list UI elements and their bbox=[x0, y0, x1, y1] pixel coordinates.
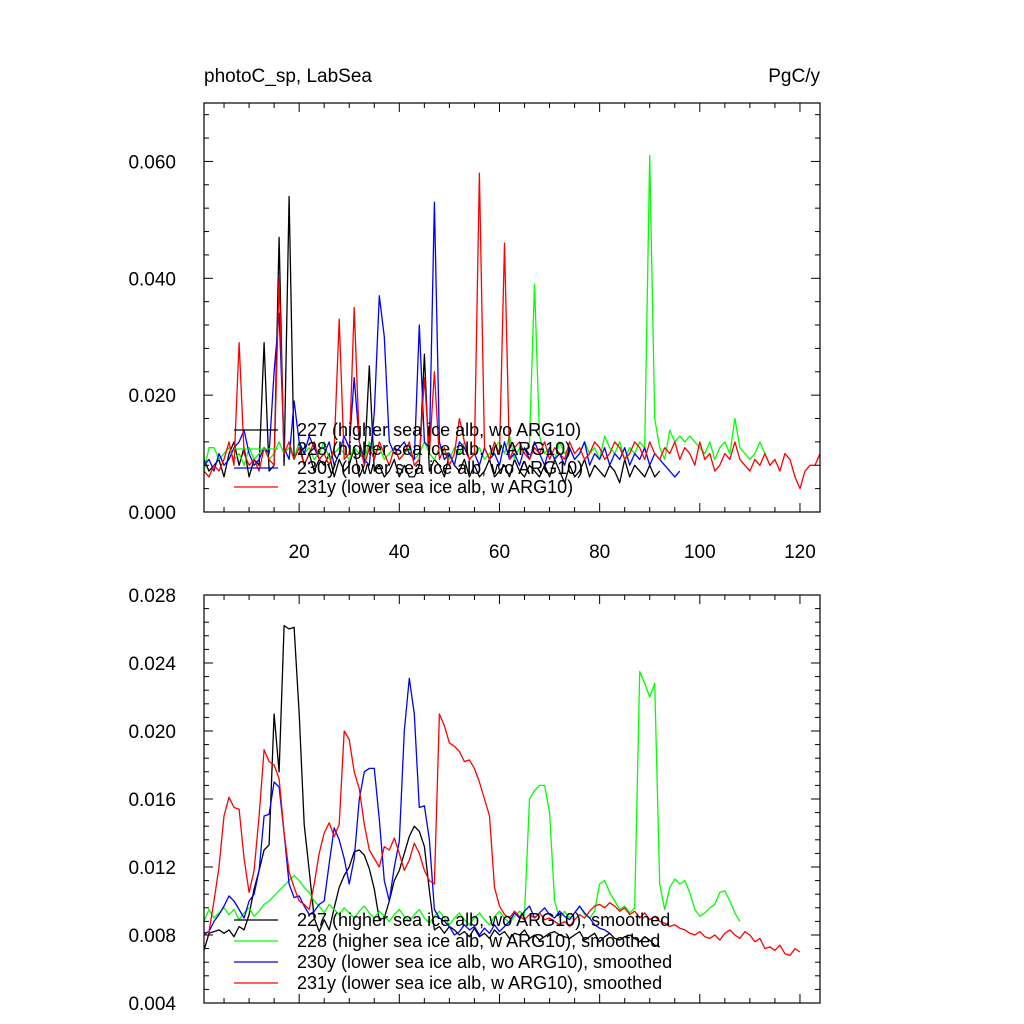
top-title-right: PgC/y bbox=[768, 66, 820, 87]
bottom-panel: 0.004 0.008 0.012 0.016 0.020 0.024 0.028 227 … bbox=[128, 586, 821, 1015]
top-legend: 227 (higher sea ice alb, wo ARG10)228 (h… bbox=[234, 420, 583, 497]
bottom-axis-ticks: 0.004 0.008 0.012 0.016 0.020 0.024 0.028 bbox=[128, 586, 820, 1015]
bottom-legend: 227 (higher sea ice alb, wo ARG10), smoo… bbox=[234, 910, 672, 993]
y-tick-label: 0.020 bbox=[128, 386, 176, 407]
x-tick-label: 80 bbox=[589, 542, 610, 563]
legend-label-1: 228 (higher sea ice alb, w ARG10) bbox=[297, 439, 571, 459]
legend-label-0: 227 (higher sea ice alb, wo ARG10) bbox=[297, 420, 581, 440]
x-tick-label: 40 bbox=[389, 542, 410, 563]
y-tick-label: 0.040 bbox=[128, 269, 176, 290]
y-tick-label: 0.016 bbox=[128, 790, 176, 811]
x-tick-label: 20 bbox=[289, 542, 310, 563]
series-line-3 bbox=[203, 713, 801, 957]
top-axis-ticks: 20 40 60 80 100 120 0.000 0.020 0.040 0.060 bbox=[128, 103, 820, 563]
top-title-left: photoC_sp, LabSea bbox=[204, 66, 372, 87]
legend-label-3: 231y (lower sea ice alb, w ARG10), smoot… bbox=[297, 973, 662, 993]
series-line-2 bbox=[203, 677, 611, 936]
legend-label-2: 230y (lower sea ice alb, wo ARG10) bbox=[297, 458, 583, 478]
y-tick-label: 0.060 bbox=[128, 152, 176, 173]
y-tick-label: 0.024 bbox=[128, 654, 176, 675]
y-tick-label: 0.008 bbox=[128, 926, 176, 947]
y-tick-label: 0.000 bbox=[128, 503, 176, 524]
legend-label-1: 228 (higher sea ice alb, w ARG10), smoot… bbox=[297, 931, 660, 951]
bottom-plot-lines bbox=[203, 624, 801, 957]
legend-label-0: 227 (higher sea ice alb, wo ARG10), smoo… bbox=[297, 910, 670, 930]
y-tick-label: 0.020 bbox=[128, 722, 176, 743]
top-panel: photoC_sp, LabSea PgC/y 20 40 60 80 100 120 0.… bbox=[128, 66, 821, 563]
x-tick-label: 100 bbox=[684, 542, 716, 563]
legend-label-3: 231y (lower sea ice alb, w ARG10) bbox=[297, 477, 573, 497]
top-plot-lines bbox=[203, 154, 821, 490]
x-tick-label: 60 bbox=[489, 542, 510, 563]
series-line-0 bbox=[203, 624, 660, 951]
y-tick-label: 0.004 bbox=[128, 994, 176, 1015]
top-plot-frame bbox=[203, 102, 821, 513]
x-tick-label: 120 bbox=[784, 542, 816, 563]
series-line-3 bbox=[203, 172, 821, 490]
y-tick-label: 0.028 bbox=[128, 586, 176, 607]
y-tick-label: 0.012 bbox=[128, 858, 176, 879]
legend-label-2: 230y (lower sea ice alb, wo ARG10), smoo… bbox=[297, 952, 672, 972]
series-line-1 bbox=[203, 670, 741, 926]
series-line-0 bbox=[203, 195, 661, 484]
